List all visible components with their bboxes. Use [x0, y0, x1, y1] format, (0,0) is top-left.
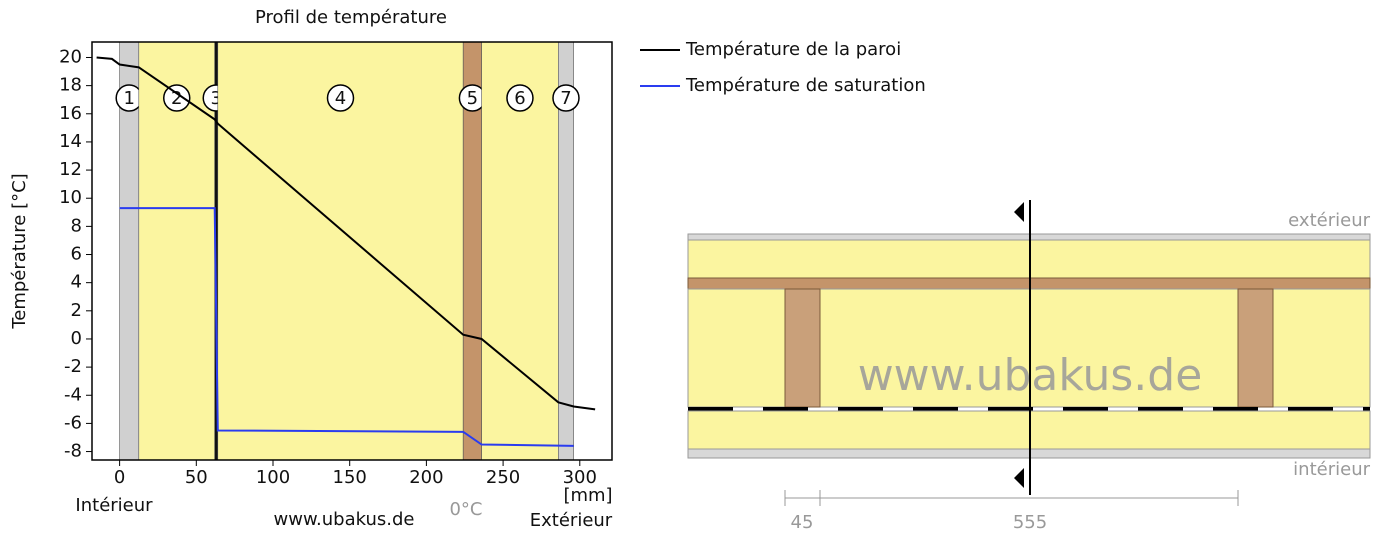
x-tick-label: 250 — [486, 467, 520, 488]
beam — [1237, 288, 1274, 408]
exterior-label: Extérieur — [530, 510, 613, 531]
layer-badge — [326, 84, 355, 112]
y-tick-label: 6 — [71, 244, 82, 265]
layer-badge — [506, 84, 534, 112]
y-tick-label: 4 — [71, 272, 82, 293]
layer-label: 6 — [514, 88, 525, 109]
y-tick-label: 16 — [59, 103, 82, 124]
interior-label: Intérieur — [75, 495, 153, 516]
y-tick-label: 2 — [71, 300, 82, 321]
y-tick-label: -4 — [64, 384, 82, 405]
x-axis-label: [mm] — [563, 485, 612, 506]
zero-label: 0°C — [449, 499, 482, 520]
layer-badge — [552, 84, 580, 112]
layer-label: 3 — [211, 88, 222, 109]
series-line — [96, 56, 596, 411]
y-axis-label: Température [°C] — [9, 173, 30, 329]
layer-label: 7 — [560, 88, 571, 109]
diagram: extérieur intérieur www.ubakus.de 45 555 — [687, 200, 1371, 533]
y-tick-label: 12 — [59, 159, 82, 180]
y-tick-label: -6 — [64, 412, 82, 433]
legend-label: Température de la paroi — [685, 39, 901, 60]
bottom-label: intérieur — [1293, 459, 1370, 480]
x-tick-label: 50 — [185, 467, 208, 488]
y-tick-label: 0 — [71, 328, 82, 349]
y-tick-label: -8 — [64, 441, 82, 462]
y-tick-label: 10 — [59, 187, 82, 208]
y-tick-label: 14 — [59, 131, 82, 152]
dimension-line — [784, 490, 1239, 506]
legend-label: Température de saturation — [685, 75, 926, 96]
chart-title: Profil de température — [255, 7, 447, 28]
top-label: extérieur — [1288, 210, 1370, 231]
watermark: www.ubakus.de — [858, 350, 1203, 401]
y-tick-label: 18 — [59, 75, 82, 96]
layer-badge — [162, 84, 191, 112]
layer-label: 5 — [467, 88, 478, 109]
dimension: 45 — [791, 512, 814, 533]
x-tick-label: 200 — [409, 467, 443, 488]
layer-label: 4 — [335, 88, 346, 109]
y-tick-label: 20 — [59, 46, 82, 67]
x-tick-label: 300 — [563, 467, 597, 488]
x-tick-label: 100 — [256, 467, 290, 488]
watermark: www.ubakus.de — [274, 509, 415, 530]
series-line — [119, 207, 574, 447]
y-tick-label: -2 — [64, 356, 82, 377]
beam — [784, 288, 821, 408]
layer-label: 2 — [171, 88, 182, 109]
x-tick-label: 0 — [114, 467, 125, 488]
plot-frame — [91, 41, 613, 461]
x-tick-label: 150 — [333, 467, 367, 488]
dimension: 555 — [1013, 512, 1047, 533]
layer-label: 1 — [123, 88, 134, 109]
y-tick-label: 8 — [71, 215, 82, 236]
